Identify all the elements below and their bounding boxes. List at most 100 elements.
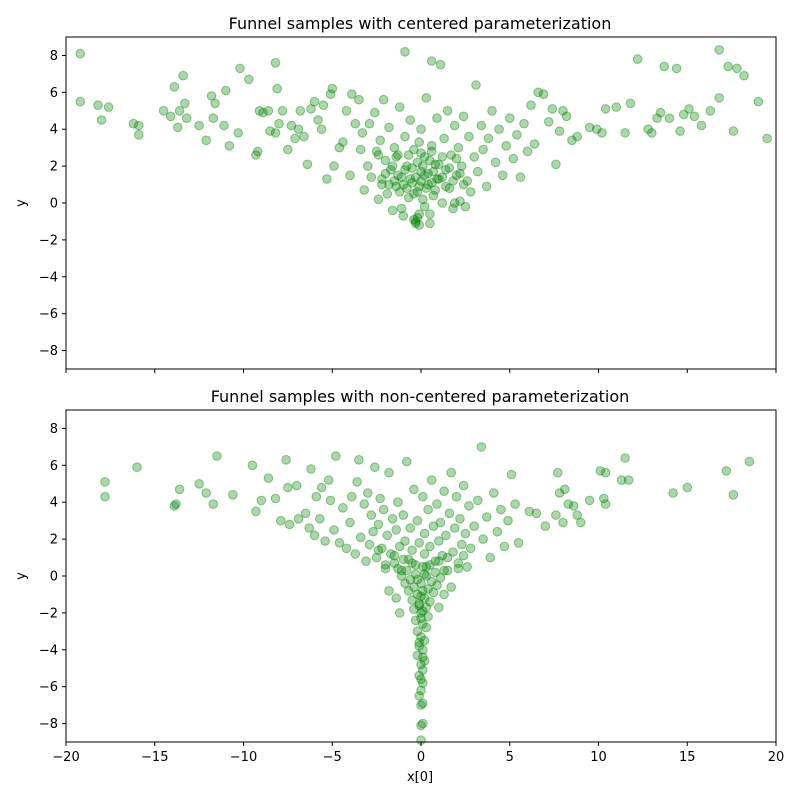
scatter-point	[134, 130, 144, 140]
scatter-point	[439, 565, 449, 576]
scatter-point	[432, 174, 442, 184]
y-tick-label: −6	[39, 680, 58, 695]
scatter-point	[416, 578, 426, 589]
scatter-point	[551, 159, 561, 170]
scatter-point	[338, 503, 348, 513]
scatter-point	[744, 456, 755, 467]
scatter-point	[437, 198, 448, 208]
scatter-point	[423, 179, 433, 190]
scatter-point	[384, 586, 394, 596]
scatter-point	[455, 196, 465, 206]
scatter-point	[325, 89, 336, 99]
scatter-point	[368, 526, 378, 537]
scatter-point	[620, 128, 630, 138]
y-tick-label: −4	[39, 643, 58, 658]
scatter-point	[732, 63, 742, 74]
scatter-point	[132, 462, 142, 473]
scatter-point	[442, 106, 453, 116]
scatter-point	[449, 523, 460, 533]
scatter-point	[510, 499, 520, 509]
scatter-point	[373, 545, 384, 556]
scatter-point	[165, 111, 176, 122]
scatter-point	[434, 536, 444, 546]
scatter-point	[256, 495, 267, 506]
scatter-point	[247, 460, 258, 471]
scatter-point	[762, 133, 772, 144]
scatter-point	[442, 552, 453, 563]
scatter-point	[533, 87, 544, 98]
scatter-point	[355, 144, 366, 155]
scatter-point	[100, 477, 110, 487]
scatter-point	[544, 117, 554, 127]
scatter-point	[513, 538, 524, 548]
scatter-point	[315, 514, 325, 524]
scatter-point	[363, 161, 373, 171]
scatter-point	[481, 512, 492, 522]
scatter-point	[572, 510, 583, 520]
scatter-point	[464, 131, 474, 142]
scatter-point	[446, 150, 457, 160]
scatter-point	[414, 137, 425, 147]
scatter-point	[403, 192, 414, 203]
scatter-point	[451, 153, 462, 164]
scatter-point	[410, 560, 421, 570]
scatter-point	[425, 209, 435, 219]
scatter-point	[418, 718, 428, 729]
scatter-point	[425, 155, 435, 166]
scatter-point	[425, 218, 435, 229]
x-tick-label: 5	[506, 750, 514, 765]
scatter-point	[258, 107, 268, 118]
scatter-point	[416, 608, 426, 618]
scatter-point	[407, 177, 417, 188]
scatter-point	[441, 181, 451, 192]
scatter-point	[382, 189, 393, 199]
scatter-point	[389, 558, 400, 568]
scatter-point	[483, 133, 494, 144]
scatter-point	[421, 183, 432, 193]
scatter-point	[434, 159, 444, 170]
scatter-point	[416, 659, 426, 670]
scatter-point	[460, 528, 471, 539]
scatter-point	[714, 45, 725, 55]
scatter-point	[414, 598, 425, 609]
x-tick-label: −15	[141, 750, 168, 765]
scatter-point	[714, 93, 725, 103]
scatter-point	[675, 126, 685, 136]
scatter-point	[547, 104, 558, 114]
scatter-point	[334, 538, 345, 548]
scatter-point	[318, 100, 329, 110]
scatter-point	[405, 574, 416, 585]
scatter-point	[378, 504, 389, 515]
scatter-point	[460, 201, 471, 212]
scatter-point	[453, 142, 464, 153]
scatter-point	[306, 464, 316, 474]
scatter-point	[416, 176, 426, 186]
scatter-point	[302, 159, 313, 170]
scatter-point	[494, 124, 504, 134]
scatter-point	[503, 515, 513, 526]
scatter-point	[538, 89, 549, 99]
scatter-point	[465, 187, 476, 197]
x-tick-label: 10	[590, 750, 607, 765]
scatter-point	[410, 218, 421, 229]
scatter-point	[418, 194, 428, 205]
scatter-point	[485, 552, 496, 563]
scatter-points-centered	[75, 45, 772, 230]
scatter-point	[370, 107, 380, 118]
scatter-point	[446, 467, 457, 478]
scatter-point	[338, 137, 348, 147]
scatter-point	[373, 519, 384, 530]
scatter-point	[194, 479, 204, 489]
scatter-point	[728, 490, 739, 500]
scatter-point	[554, 126, 565, 136]
scatter-point	[448, 547, 458, 557]
scatter-point	[391, 181, 402, 192]
scatter-point	[380, 563, 391, 574]
scatter-point	[437, 550, 448, 561]
scatter-point	[384, 179, 394, 190]
scatter-point	[270, 58, 281, 68]
scatter-point	[421, 93, 432, 103]
scatter-point	[414, 670, 425, 681]
scatter-point	[134, 120, 144, 131]
scatter-point	[421, 571, 432, 581]
